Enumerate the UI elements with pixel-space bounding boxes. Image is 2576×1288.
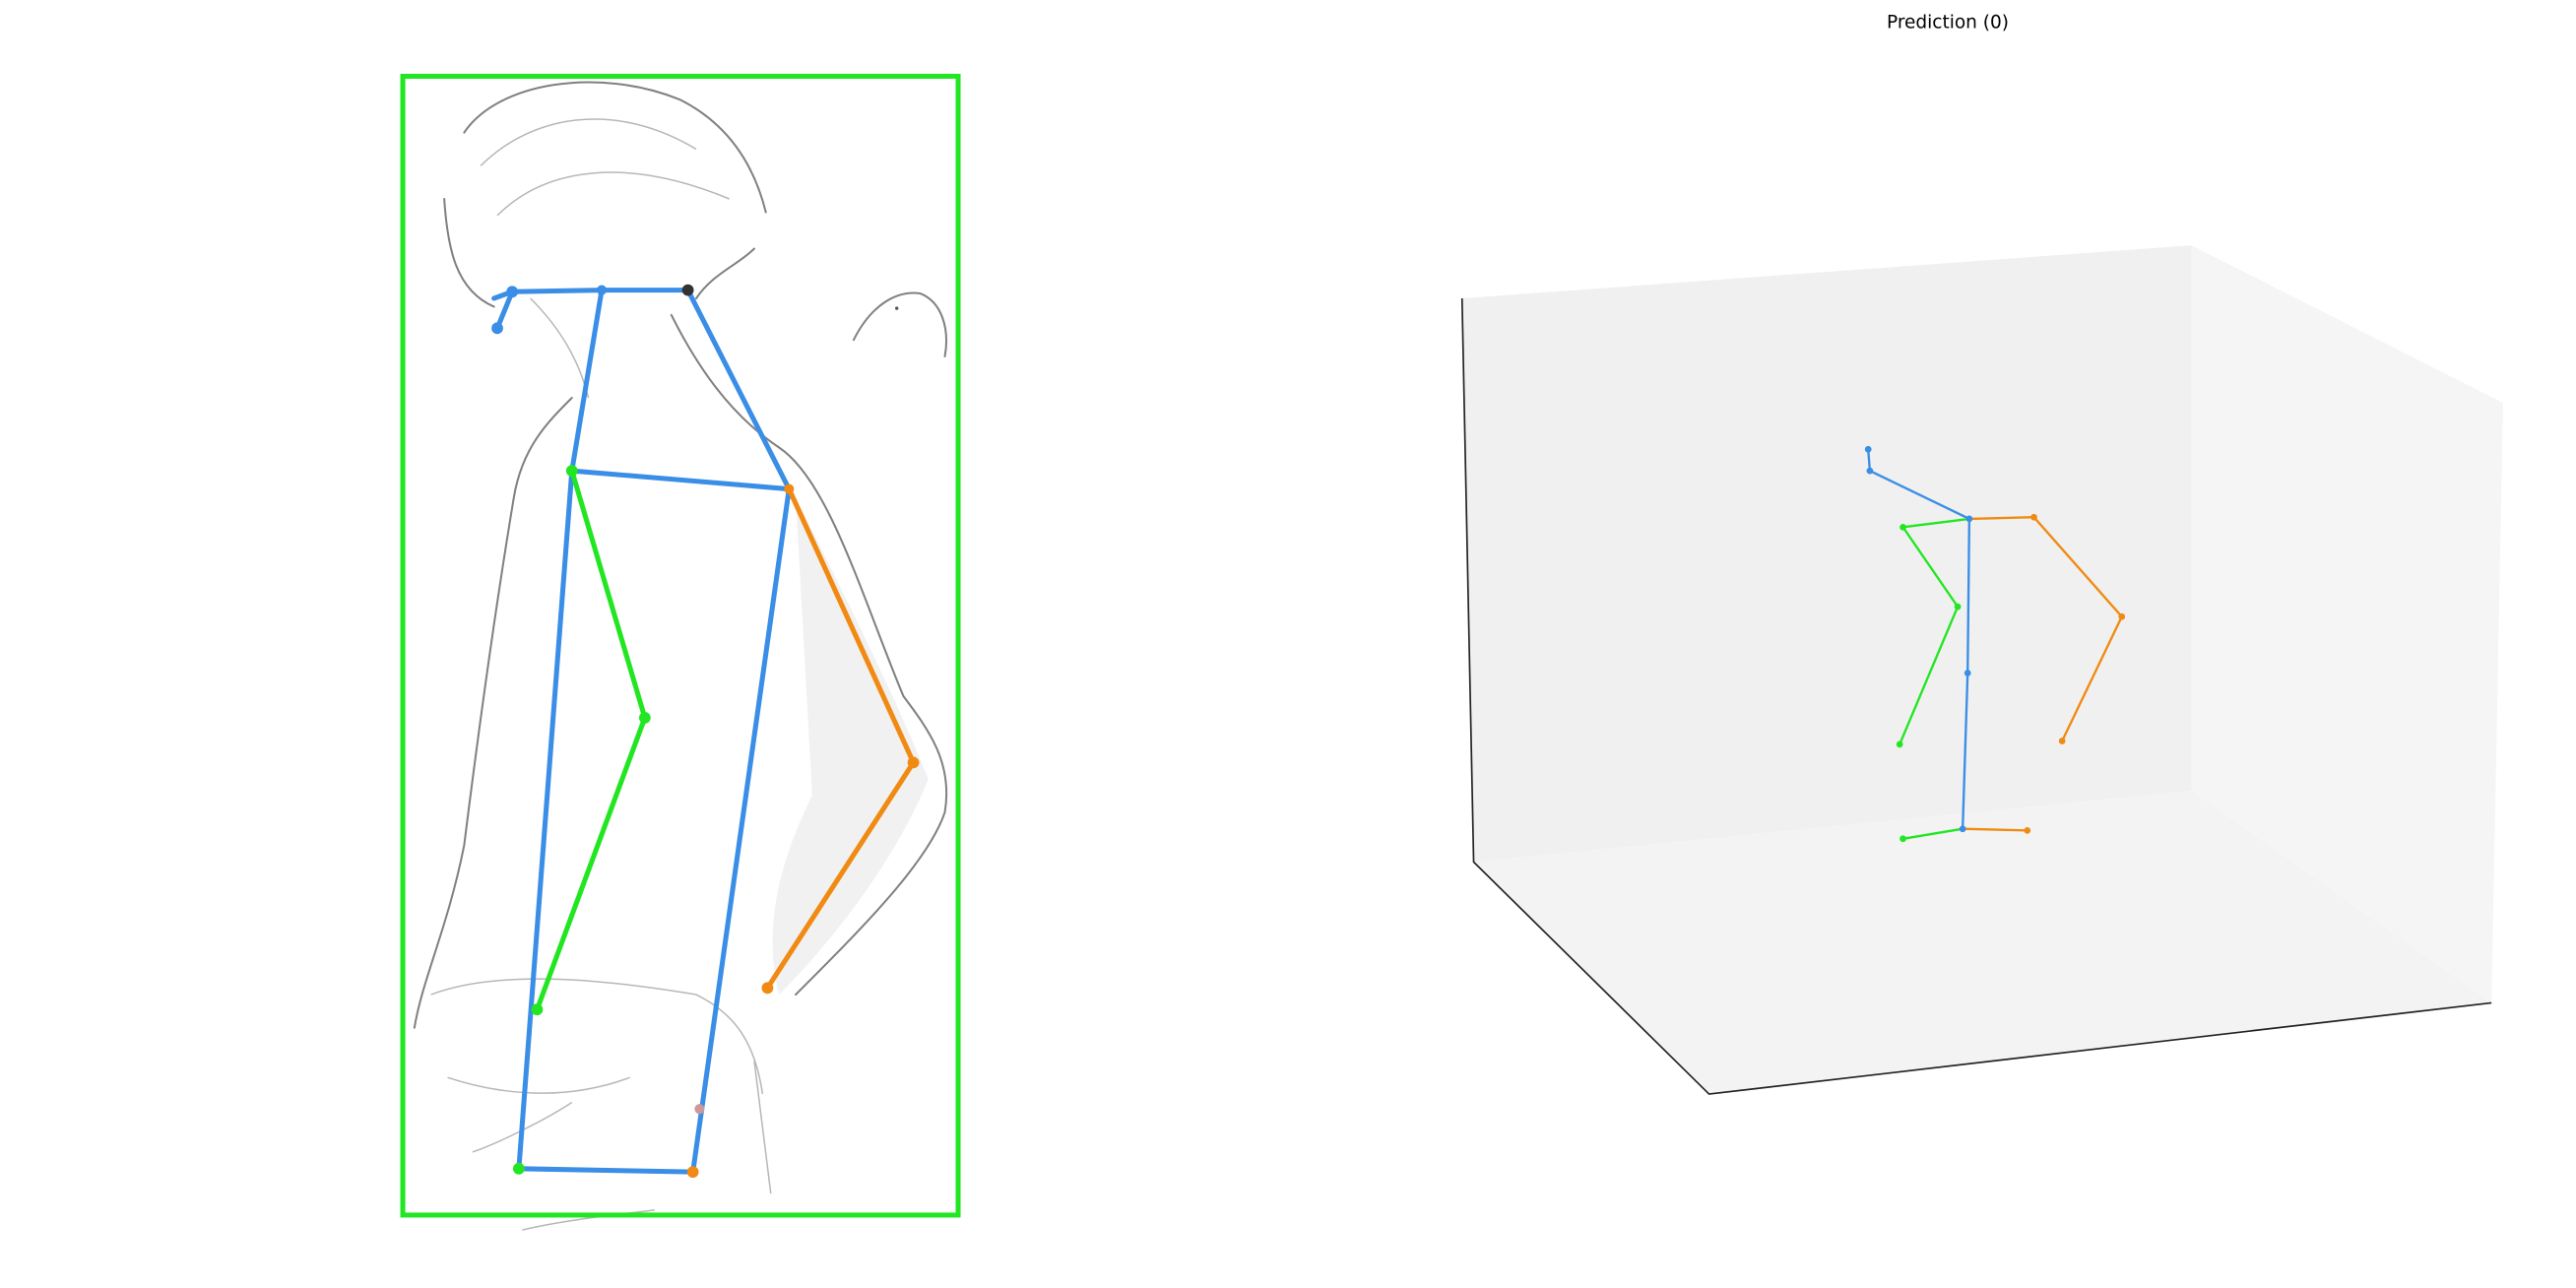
- back-wall: [1461, 245, 2192, 863]
- plot-title: Prediction (0): [1887, 13, 2009, 33]
- skeleton-3d: [1864, 445, 2126, 843]
- sketch-dot: [895, 306, 899, 310]
- side-wall: [2191, 245, 2503, 1003]
- bounding-box: [400, 73, 961, 1218]
- sketch: [413, 81, 948, 1231]
- floor: [1473, 790, 2492, 1095]
- input-image: [400, 73, 961, 1231]
- skeleton-2d: [491, 284, 920, 1179]
- plot-3d: [1460, 245, 2503, 1095]
- axes: [1460, 297, 2492, 1095]
